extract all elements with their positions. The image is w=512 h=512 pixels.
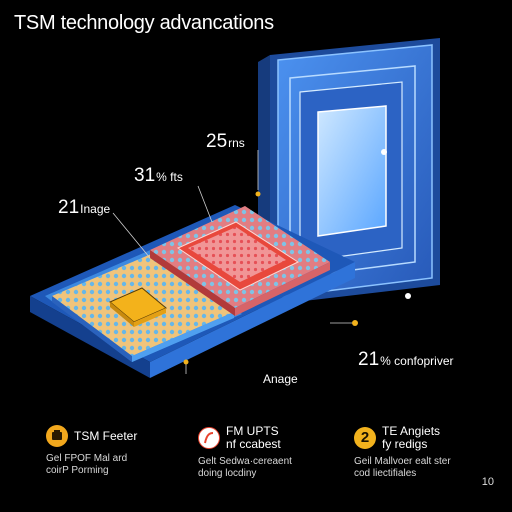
callout-d: Anage [262,368,298,387]
feature-3-title: TE Angiets fy redigs [382,424,441,451]
middle-die [150,206,330,316]
feature-1-header: TSM Feeter [46,425,196,447]
gold-core [109,287,167,327]
callout-c-value: 21 [58,197,80,218]
callout-e-value: 21 [358,349,380,370]
number-icon: 2 [354,426,376,449]
callout-b: 31% fts [134,166,183,185]
callout-c-label: Inage [80,202,111,216]
feature-1-title: TSM Feeter [74,428,138,443]
callout-b-value: 31 [134,165,156,186]
callout-e: 21% confopriver [358,350,454,369]
callout-e-label: % confopriver [380,354,454,368]
page-number: 10 [481,476,494,488]
curve-icon [198,426,220,449]
feature-1: TSM Feeter Gel FPOF Mal ard coirP Pormin… [46,425,196,477]
blue-panel [258,38,440,312]
callout-d-label: Anage [263,372,298,386]
page-title: TSM technology advancations [14,12,274,34]
feature-3-description: Geil Mallvoer ealt ster cod liectifiales [354,456,451,480]
callout-a-label: rns [228,136,245,150]
feature-2-title: FM UPTS nf ccabest [226,424,281,451]
callout-a-value: 25 [206,131,228,152]
leader-lines [112,150,352,374]
callout-a: 25rns [206,132,245,151]
feature-3: 2 TE Angiets fy redigs Geil Mallvoer eal… [354,425,504,480]
feature-2-header: FM UPTS nf ccabest [198,425,348,450]
feature-3-header: 2 TE Angiets fy redigs [354,425,504,450]
callout-c: 21Inage [58,198,110,217]
callout-b-label: % fts [156,170,183,184]
feature-1-description: Gel FPOF Mal ard coirP Porming [46,453,128,476]
feature-2-description: Gelt Sedwa·cereaent doing locdiny [198,456,292,480]
feature-2: FM UPTS nf ccabest Gelt Sedwa·cereaent d… [198,425,348,480]
chip-icon [46,425,68,447]
leader-dots [183,191,358,365]
